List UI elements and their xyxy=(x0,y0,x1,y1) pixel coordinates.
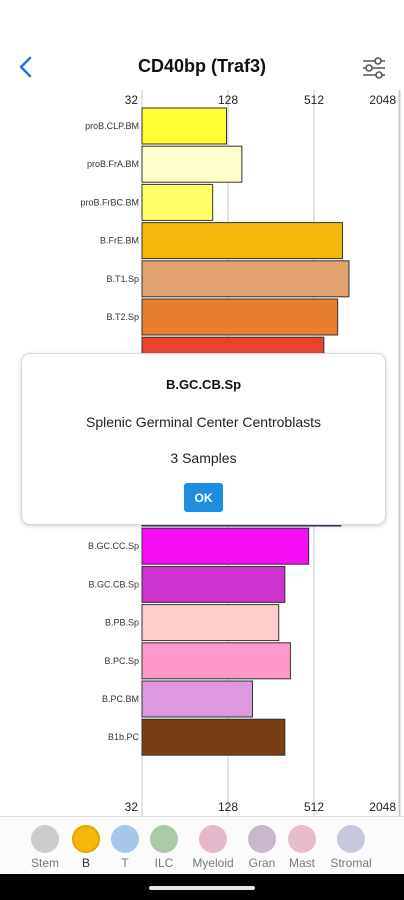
top-tick-label: 2048 xyxy=(369,93,396,107)
tab-b[interactable]: B xyxy=(64,823,108,873)
bar-b-fre-bm xyxy=(141,222,343,260)
tab-label: Stem xyxy=(30,856,59,870)
ok-button[interactable]: OK xyxy=(184,483,223,512)
dialog-title: B.GC.CB.Sp xyxy=(165,377,242,392)
tab-label: Myeloid xyxy=(192,856,234,870)
bottom-tick-label: 32 xyxy=(125,800,139,814)
category-label: B.PC.Sp xyxy=(104,656,139,666)
bar-prob-frbc-bm xyxy=(141,183,214,221)
tab-myeloid[interactable]: Myeloid xyxy=(191,823,235,873)
bar-b-gc-cc-sp xyxy=(141,527,310,565)
dialog-description: Splenic Germinal Center Centroblasts xyxy=(86,414,321,430)
bottom-tick-label: 512 xyxy=(304,800,324,814)
app-header: CD40bp (Traf3) xyxy=(0,44,404,90)
category-label: B.T1.Sp xyxy=(106,274,139,284)
category-label: B.PB.Sp xyxy=(105,618,139,628)
home-indicator[interactable] xyxy=(149,886,255,890)
tab-gran[interactable]: Gran xyxy=(240,823,284,873)
bar-b-pc-bm xyxy=(141,680,254,718)
b-cell-icon xyxy=(72,825,100,853)
bottom-tick-label: 2048 xyxy=(369,800,396,814)
category-label: B.PC.BM xyxy=(102,694,139,704)
myeloid-icon xyxy=(199,825,227,853)
page-title: CD40bp (Traf3) xyxy=(137,56,267,76)
tab-t[interactable]: T xyxy=(103,823,147,873)
stem-cell-icon xyxy=(31,825,59,853)
back-button[interactable] xyxy=(14,52,40,82)
tab-label: T xyxy=(121,856,129,870)
tab-ilc[interactable]: ILC xyxy=(142,823,186,873)
top-tick-label: 32 xyxy=(125,93,139,107)
bar-b-gc-cb-sp xyxy=(141,565,286,603)
top-tick-label: 128 xyxy=(218,93,238,107)
bar-prob-fra-bm xyxy=(141,145,243,183)
tab-label: Mast xyxy=(288,856,315,870)
cell-info-dialog: B.GC.CB.Sp Splenic Germinal Center Centr… xyxy=(21,353,386,525)
category-label: B.GC.CC.Sp xyxy=(88,541,139,551)
t-cell-icon xyxy=(111,825,139,853)
system-nav-bar xyxy=(0,874,404,900)
bar-b-t2-sp xyxy=(141,298,339,336)
category-label: B1b.PC xyxy=(108,732,140,742)
category-label: B.GC.CB.Sp xyxy=(88,579,139,589)
bar-b-pb-sp xyxy=(141,604,280,642)
ilc-icon xyxy=(150,825,178,853)
tab-mast[interactable]: Mast xyxy=(280,823,324,873)
tab-label: Stromal xyxy=(330,856,372,870)
category-label: B.FrE.BM xyxy=(100,236,139,246)
category-label: proB.FrA.BM xyxy=(87,159,139,169)
bar-b1b-pc xyxy=(141,718,286,756)
chevron-left-icon xyxy=(19,56,32,78)
granulocyte-icon xyxy=(248,825,276,853)
tab-label: Gran xyxy=(248,856,276,870)
lineage-tab-bar: Stem B T ILC Myeloid Gran Mast Stromal xyxy=(0,816,404,875)
category-label: B.T2.Sp xyxy=(106,312,139,322)
tab-stromal[interactable]: Stromal xyxy=(329,823,373,873)
settings-button[interactable] xyxy=(360,52,388,82)
tab-label: ILC xyxy=(154,856,174,870)
category-label: proB.FrBC.BM xyxy=(80,197,139,207)
category-label: proB.CLP.BM xyxy=(85,121,139,131)
bar-b-pc-sp xyxy=(141,642,291,680)
tab-stem[interactable]: Stem xyxy=(23,823,67,873)
status-bar xyxy=(0,0,404,44)
mast-cell-icon xyxy=(288,825,316,853)
stromal-icon xyxy=(337,825,365,853)
top-tick-label: 512 xyxy=(304,93,324,107)
dialog-samples: 3 Samples xyxy=(170,450,237,466)
tab-label: B xyxy=(81,856,90,870)
sliders-icon xyxy=(363,57,385,79)
bar-b-t1-sp xyxy=(141,260,350,298)
bar-prob-clp-bm xyxy=(141,107,228,145)
bottom-tick-label: 128 xyxy=(218,800,238,814)
